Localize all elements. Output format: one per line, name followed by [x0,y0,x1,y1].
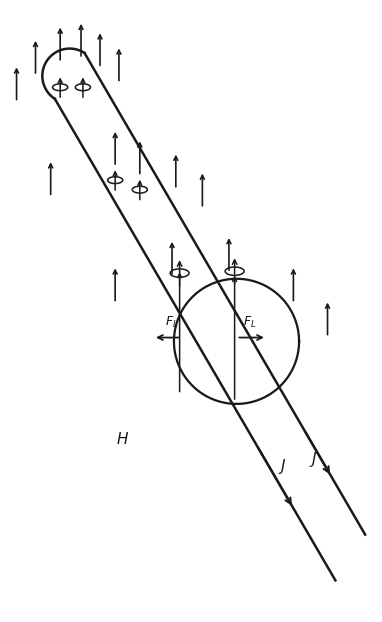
Text: J: J [311,452,316,467]
Text: J: J [281,458,285,473]
Text: H: H [117,432,128,447]
Text: $F_L$: $F_L$ [243,315,257,330]
Text: $F_L$: $F_L$ [165,315,179,330]
